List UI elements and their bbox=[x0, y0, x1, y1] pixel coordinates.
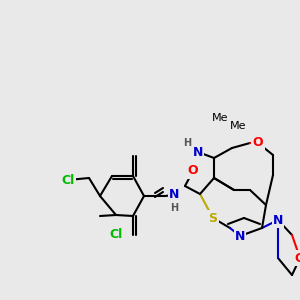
Text: N: N bbox=[169, 188, 179, 202]
Text: H: H bbox=[170, 203, 178, 213]
Text: Cl: Cl bbox=[110, 229, 123, 242]
Text: Cl: Cl bbox=[61, 175, 75, 188]
Text: N: N bbox=[273, 214, 283, 226]
Text: Me: Me bbox=[212, 113, 228, 123]
Text: N: N bbox=[235, 230, 245, 242]
Text: O: O bbox=[295, 251, 300, 265]
Text: O: O bbox=[253, 136, 263, 149]
Text: Me: Me bbox=[230, 121, 246, 131]
Text: N: N bbox=[193, 146, 203, 158]
Text: O: O bbox=[188, 164, 198, 178]
Text: H: H bbox=[183, 138, 191, 148]
Text: S: S bbox=[208, 212, 217, 224]
